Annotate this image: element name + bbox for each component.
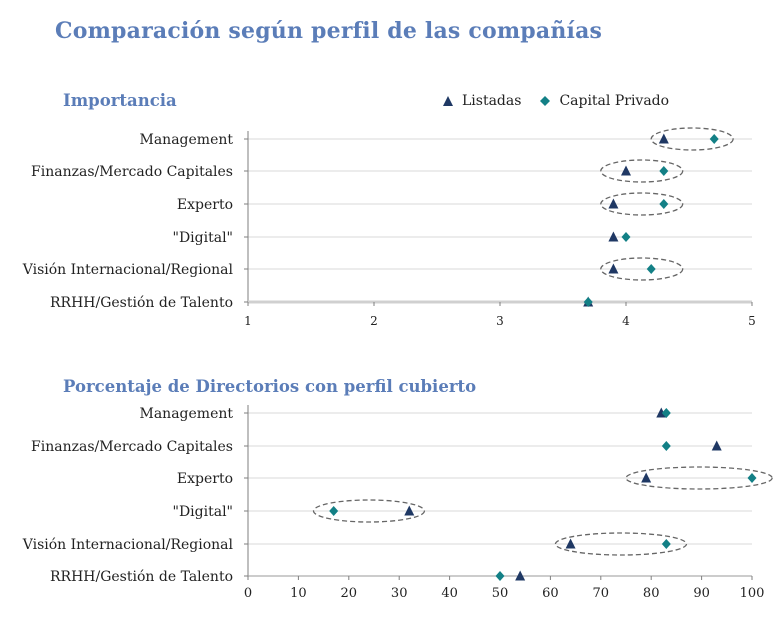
category-label-finanzas-mercado-capitales: Finanzas/Mercado Capitales — [31, 164, 233, 180]
x-tick-label: 80 — [643, 586, 660, 601]
category-label-vision-internacional-regional: Visión Internacional/Regional — [22, 537, 234, 553]
category-label-vision-internacional-regional: Visión Internacional/Regional — [22, 262, 234, 278]
marker-capital-privado — [583, 297, 593, 307]
marker-capital-privado — [659, 166, 669, 176]
legend-label-listadas: Listadas — [462, 93, 522, 109]
marker-listadas — [608, 263, 619, 274]
marker-capital-privado — [495, 571, 505, 581]
highlight-ellipse — [554, 532, 688, 556]
marker-capital-privado — [661, 539, 671, 549]
x-tick-label: 60 — [542, 586, 559, 601]
highlight-ellipse — [312, 499, 426, 523]
marker-listadas — [641, 472, 652, 483]
x-tick-label: 50 — [492, 586, 509, 601]
page-title: Comparación según perfil de las compañía… — [55, 18, 603, 44]
marker-capital-privado — [646, 264, 656, 274]
porcentaje-chart: Management Finanzas/Mercado Capitales Expe… — [22, 405, 773, 601]
marker-listadas — [658, 133, 669, 144]
x-tick-label: 30 — [391, 586, 408, 601]
x-tick-label: 0 — [244, 586, 252, 601]
marker-capital-privado — [659, 199, 669, 209]
marker-listadas — [515, 570, 526, 581]
x-tick-label: 1 — [244, 314, 252, 328]
highlight-ellipse — [600, 192, 684, 216]
category-label-digital: "Digital" — [173, 230, 233, 246]
chart-title-importancia: Importancia — [63, 91, 177, 110]
category-label-rrhh-gestion-de-talento: RRHH/Gestión de Talento — [50, 295, 233, 311]
marker-capital-privado — [329, 506, 339, 516]
x-tick-label: 20 — [341, 586, 358, 601]
x-tick-label: 40 — [441, 586, 458, 601]
highlight-ellipse — [625, 466, 773, 490]
legend-label-capital-privado: Capital Privado — [559, 93, 670, 109]
highlight-ellipse — [600, 159, 684, 183]
legend-item-listadas: Listadas — [442, 93, 521, 109]
category-label-digital: "Digital" — [173, 504, 233, 520]
x-tick-label: 5 — [748, 314, 756, 328]
x-tick-label: 4 — [622, 314, 630, 328]
category-label-experto: Experto — [177, 471, 233, 487]
category-label-finanzas-mercado-capitales: Finanzas/Mercado Capitales — [31, 439, 233, 455]
marker-listadas — [404, 505, 415, 516]
category-label-management: Management — [140, 406, 234, 422]
marker-listadas — [608, 231, 619, 242]
chart-title-porcentaje: Porcentaje de Directorios con perfil cub… — [63, 377, 477, 396]
marker-capital-privado — [709, 134, 719, 144]
category-label-management: Management — [140, 132, 234, 148]
marker-capital-privado — [661, 408, 671, 418]
x-tick-label: 70 — [593, 586, 610, 601]
diamond-marker-icon — [540, 96, 551, 106]
x-tick-label: 3 — [496, 314, 504, 328]
x-tick-label: 10 — [290, 586, 307, 601]
marker-listadas — [711, 440, 722, 451]
x-tick-label: 90 — [693, 586, 710, 601]
marker-capital-privado — [661, 441, 671, 451]
category-label-rrhh-gestion-de-talento: RRHH/Gestión de Talento — [50, 569, 233, 585]
marker-capital-privado — [621, 232, 631, 242]
highlight-ellipse — [600, 257, 684, 281]
x-tick-label: 100 — [740, 586, 765, 601]
highlight-ellipse — [650, 127, 734, 151]
marker-listadas — [621, 165, 631, 176]
importancia-chart: Management Finanzas/Mercado Capitales Expe… — [22, 127, 756, 328]
legend-item-capital-privado: Capital Privado — [539, 93, 669, 109]
triangle-marker-icon — [443, 96, 453, 106]
marker-listadas — [565, 538, 576, 549]
x-tick-label: 2 — [370, 314, 378, 328]
marker-listadas — [608, 198, 619, 209]
marker-capital-privado — [747, 473, 757, 483]
category-label-experto: Experto — [177, 197, 233, 213]
legend: Listadas Capital Privado — [442, 93, 669, 109]
